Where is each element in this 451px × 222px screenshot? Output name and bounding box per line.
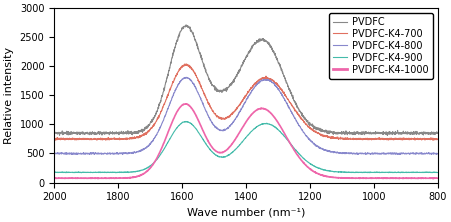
Line: PVDFC-K4-800: PVDFC-K4-800 [54,77,437,155]
PVDFC-K4-900 [183,120,188,123]
PVDFC-K4-700 [249,86,254,89]
PVDFC-K4-800 [249,92,254,94]
PVDFC-K4-1000 [62,177,68,179]
PVDFC-K4-700 [183,63,189,65]
PVDFC-K4-800 [397,153,402,156]
PVDFC-K4-900 [113,172,119,174]
PVDFC [62,132,68,135]
PVDFC [258,38,264,40]
PVDFC-K4-700 [435,138,440,141]
Line: PVDFC: PVDFC [54,25,437,135]
PVDFC [415,132,421,135]
PVDFC-K4-900 [51,171,57,173]
PVDFC-K4-700 [62,139,68,141]
PVDFC-K4-900 [259,123,264,126]
PVDFC [51,132,57,135]
PVDFC-K4-800 [51,153,57,155]
PVDFC [249,48,254,51]
PVDFC-K4-900 [435,171,440,174]
Line: PVDFC-K4-900: PVDFC-K4-900 [54,121,437,173]
PVDFC-K4-1000 [96,177,101,180]
PVDFC-K4-1000 [415,177,421,180]
PVDFC-K4-800 [62,152,68,155]
PVDFC-K4-900 [133,170,138,173]
PVDFC-K4-900 [249,130,254,133]
PVDFC-K4-700 [62,138,68,141]
PVDFC [385,134,390,137]
PVDFC-K4-1000 [133,176,138,178]
Y-axis label: Relative intensity: Relative intensity [4,47,14,144]
PVDFC-K4-800 [62,153,68,155]
PVDFC-K4-700 [415,137,421,140]
PVDFC-K4-1000 [184,103,189,105]
PVDFC-K4-700 [430,139,436,142]
Line: PVDFC-K4-1000: PVDFC-K4-1000 [54,104,437,179]
PVDFC [133,132,138,135]
PVDFC-K4-900 [415,171,421,174]
PVDFC-K4-1000 [249,114,254,116]
PVDFC-K4-700 [258,78,264,81]
PVDFC-K4-800 [435,153,440,155]
PVDFC-K4-800 [133,151,138,154]
PVDFC-K4-900 [62,171,68,174]
PVDFC-K4-800 [415,152,421,154]
PVDFC-K4-1000 [259,107,264,110]
Legend: PVDFC, PVDFC-K4-700, PVDFC-K4-800, PVDFC-K4-900, PVDFC-K4-1000: PVDFC, PVDFC-K4-700, PVDFC-K4-800, PVDFC… [329,13,433,79]
PVDFC-K4-900 [62,171,68,174]
PVDFC [62,132,68,134]
PVDFC [435,131,440,134]
PVDFC-K4-700 [133,137,138,139]
PVDFC-K4-800 [258,79,264,82]
PVDFC [183,24,189,26]
PVDFC-K4-700 [51,137,57,140]
Line: PVDFC-K4-700: PVDFC-K4-700 [54,64,437,140]
PVDFC-K4-1000 [435,177,440,180]
PVDFC-K4-1000 [62,177,68,179]
PVDFC-K4-800 [184,76,189,79]
X-axis label: Wave number (nm⁻¹): Wave number (nm⁻¹) [187,208,305,218]
PVDFC-K4-1000 [51,177,57,179]
